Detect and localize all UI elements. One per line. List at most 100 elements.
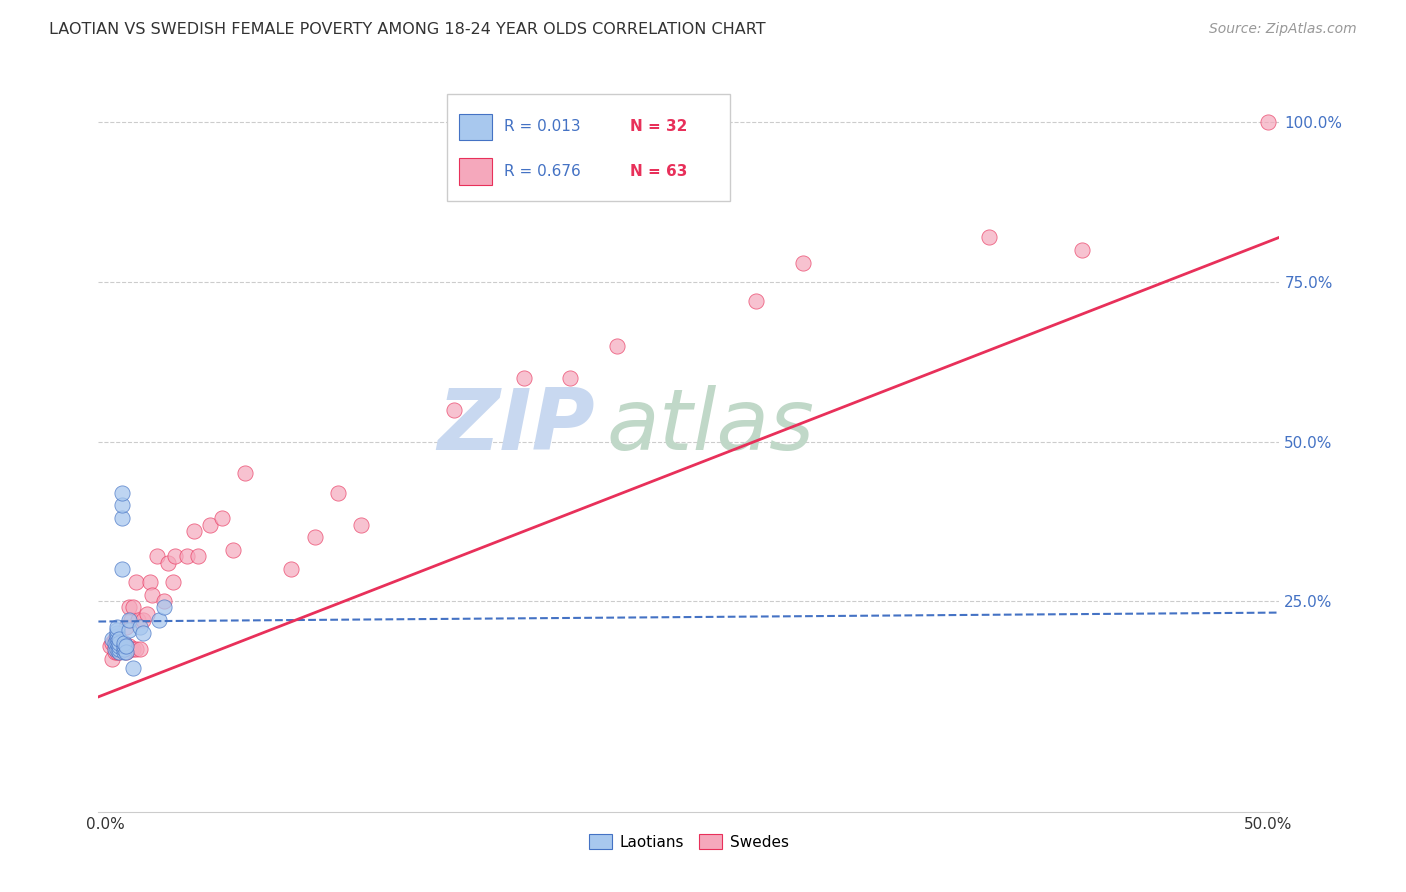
Point — [792, 256, 814, 270]
Point — [111, 511, 134, 525]
Point — [105, 629, 128, 643]
Point — [129, 642, 152, 657]
Point — [350, 517, 373, 532]
Point — [1070, 243, 1092, 257]
Point — [280, 562, 302, 576]
Point — [304, 530, 326, 544]
Text: N = 32: N = 32 — [630, 120, 688, 135]
Point — [183, 524, 205, 538]
Point — [111, 499, 134, 513]
Point — [977, 230, 1000, 244]
Point — [111, 635, 134, 649]
Point — [111, 639, 134, 653]
Point — [108, 639, 131, 653]
Point — [222, 543, 245, 558]
Point — [131, 626, 153, 640]
Point — [131, 613, 153, 627]
Point — [112, 642, 135, 657]
Point — [152, 600, 174, 615]
Point — [129, 619, 152, 633]
Point — [198, 517, 221, 532]
Point — [112, 645, 135, 659]
Point — [108, 635, 131, 649]
Point — [122, 661, 145, 675]
Point — [111, 562, 134, 576]
Point — [115, 642, 138, 657]
Point — [112, 635, 135, 649]
Point — [108, 635, 131, 649]
Point — [117, 639, 139, 653]
Point — [104, 632, 127, 647]
Point — [101, 635, 124, 649]
Point — [111, 485, 134, 500]
Point — [104, 642, 127, 657]
Point — [141, 588, 163, 602]
Point — [560, 370, 582, 384]
FancyBboxPatch shape — [458, 158, 492, 185]
Text: Source: ZipAtlas.com: Source: ZipAtlas.com — [1209, 22, 1357, 37]
Point — [138, 574, 160, 589]
Point — [112, 642, 135, 657]
Point — [105, 639, 128, 653]
Point — [101, 651, 124, 665]
Text: atlas: atlas — [606, 385, 814, 468]
Point — [513, 370, 536, 384]
Point — [117, 623, 139, 637]
Point — [117, 642, 139, 657]
Point — [101, 632, 124, 647]
Point — [115, 619, 138, 633]
FancyBboxPatch shape — [458, 113, 492, 140]
Point — [326, 485, 349, 500]
Point — [117, 613, 139, 627]
Point — [127, 613, 149, 627]
Point — [108, 645, 131, 659]
Point — [108, 642, 131, 657]
Point — [112, 635, 135, 649]
Point — [1257, 115, 1279, 129]
Point — [105, 619, 128, 633]
Point — [187, 549, 209, 564]
FancyBboxPatch shape — [447, 94, 730, 201]
Point — [108, 645, 131, 659]
Point — [122, 600, 145, 615]
Point — [104, 635, 127, 649]
Point — [157, 556, 180, 570]
Point — [105, 626, 128, 640]
Point — [105, 635, 128, 649]
Point — [105, 632, 128, 647]
Point — [443, 402, 465, 417]
Point — [105, 623, 128, 637]
Point — [115, 645, 138, 659]
Point — [117, 600, 139, 615]
Point — [105, 642, 128, 657]
Point — [105, 629, 128, 643]
Text: R = 0.676: R = 0.676 — [503, 164, 581, 178]
Point — [104, 645, 127, 659]
Point — [148, 613, 170, 627]
Point — [105, 632, 128, 647]
Point — [120, 642, 142, 657]
Text: ZIP: ZIP — [437, 385, 595, 468]
Point — [98, 639, 121, 653]
Point — [124, 574, 146, 589]
Point — [162, 574, 184, 589]
Point — [112, 639, 135, 653]
Point — [606, 339, 628, 353]
Point — [112, 639, 135, 653]
Point — [104, 639, 127, 653]
Point — [152, 594, 174, 608]
Point — [122, 642, 145, 657]
Point — [108, 632, 131, 647]
Point — [115, 639, 138, 653]
Point — [105, 635, 128, 649]
Point — [136, 607, 159, 621]
Point — [111, 642, 134, 657]
Point — [211, 511, 233, 525]
Text: LAOTIAN VS SWEDISH FEMALE POVERTY AMONG 18-24 YEAR OLDS CORRELATION CHART: LAOTIAN VS SWEDISH FEMALE POVERTY AMONG … — [49, 22, 766, 37]
Point — [176, 549, 198, 564]
Text: N = 63: N = 63 — [630, 164, 688, 178]
Point — [108, 642, 131, 657]
Point — [745, 294, 768, 309]
Point — [165, 549, 187, 564]
Point — [120, 613, 142, 627]
